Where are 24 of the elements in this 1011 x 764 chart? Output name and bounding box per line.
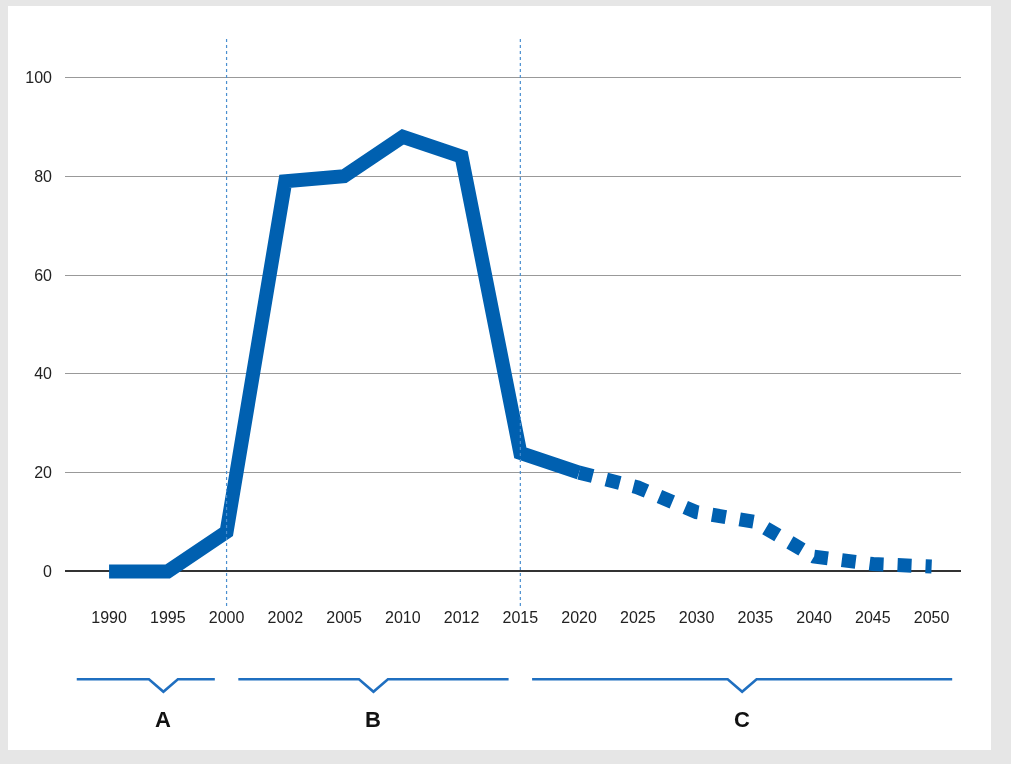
x-tick-label: 2000 [208,609,245,626]
x-tick-label: 2010 [385,609,421,626]
x-tick-label: 2020 [561,609,597,626]
y-tick-label: 20 [34,464,53,482]
x-tick-label: 2015 [502,609,539,626]
x-tick-label: 2012 [443,609,480,626]
y-tick-label: 0 [43,563,53,581]
y-tick-label: 80 [34,167,53,185]
y-tick-label: 60 [34,266,53,284]
x-tick-label: 2030 [678,609,715,626]
text: C [734,707,750,732]
y-tick-label: 40 [34,365,53,383]
x-tick-label: 2005 [326,609,362,626]
x-tick-label: 2045 [855,609,891,626]
x-tick-label: 2050 [913,609,950,626]
y-tick-label: 100 [25,69,53,87]
text: A [155,707,171,732]
x-tick-label: 2002 [267,609,304,626]
x-tick-label: 2040 [796,609,833,626]
x-tick-label: 2025 [620,609,656,626]
text: B [365,707,381,732]
x-tick-label: 2035 [737,609,774,626]
x-tick-label: 1990 [91,609,127,626]
x-tick-label: 1995 [150,609,186,626]
